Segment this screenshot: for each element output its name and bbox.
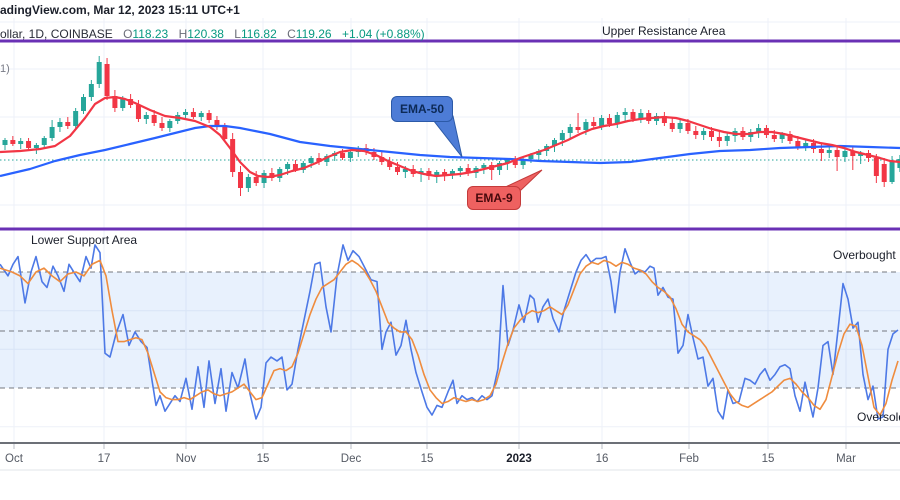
oversold-label: Oversold — [857, 410, 900, 424]
ohlc-low-value: 116.82 — [240, 27, 277, 41]
time-axis-label: 2023 — [506, 453, 532, 465]
time-axis-label: Oct — [5, 453, 24, 465]
credit-line: adingView.com, Mar 12, 2023 15:11 UTC+1 — [0, 3, 240, 17]
symbol-name: ollar, 1D, COINBASE — [0, 27, 113, 41]
upper-resistance-label[interactable]: Upper Resistance Area — [602, 24, 726, 38]
ohlc-close-key: C — [287, 27, 296, 41]
ema50-callout[interactable]: EMA-50 — [391, 96, 453, 122]
overbought-label: Overbought — [833, 248, 896, 262]
ema50-callout-tail — [428, 115, 463, 158]
time-axis-label: Nov — [176, 453, 197, 465]
time-axis-label: Mar — [836, 453, 856, 465]
ohlc-high-key: H — [178, 27, 188, 41]
price-change-badge: +1.04 (+0.88%) — [341, 27, 425, 41]
clipped-axis-label-fragment: 1) — [0, 63, 10, 75]
stoch-k-line[interactable] — [0, 244, 899, 420]
time-axis-label: 16 — [596, 453, 609, 465]
ohlc-open-value: 118.23 — [132, 27, 169, 41]
symbol-ohlc-row: ollar, 1D, COINBASE O118.23 H120.38 L116… — [0, 27, 425, 41]
time-axis-label: 15 — [421, 453, 434, 465]
time-axis-label: Dec — [341, 453, 362, 465]
time-axis-label: 15 — [762, 453, 775, 465]
time-axis-label: 17 — [98, 453, 111, 465]
time-axis-label: 15 — [257, 453, 270, 465]
ohlc-close-value: 119.26 — [295, 27, 332, 41]
ohlc-open-key: O — [123, 27, 133, 41]
stoch-d-line[interactable] — [0, 259, 899, 416]
lower-support-label[interactable]: Lower Support Area — [31, 233, 138, 247]
ema50-line[interactable] — [0, 124, 900, 178]
ohlc-low-key: L — [234, 27, 241, 41]
time-axis-label: Feb — [679, 453, 699, 465]
ohlc-high-value: 120.38 — [187, 27, 224, 41]
time-axis[interactable]: Oct 17 Nov 15 Dec 15 2023 16 Feb 15 Mar — [5, 444, 856, 465]
ema9-callout[interactable]: EMA-9 — [467, 186, 521, 210]
ema9-line[interactable] — [0, 95, 900, 179]
